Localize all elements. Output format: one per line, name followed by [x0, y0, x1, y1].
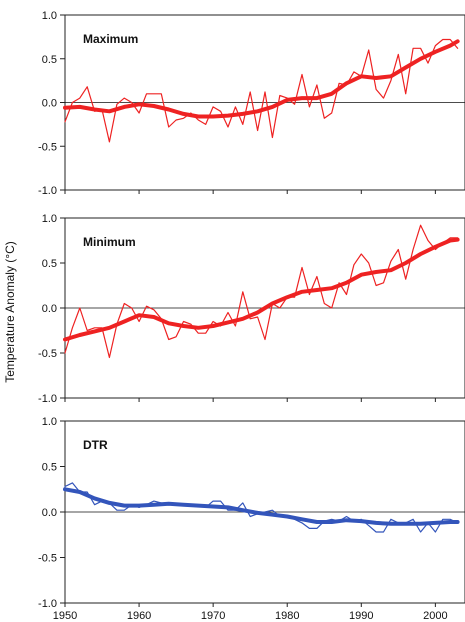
y-tick-label: -1.0 — [38, 185, 57, 197]
annual-series-line — [64, 224, 459, 359]
panel-minimum: 1.0 0.5 0.0 -0.5 -1.0 Minimum — [38, 213, 465, 405]
x-tick-label: 1980 — [275, 610, 299, 622]
y-tick-label: 0.5 — [42, 54, 57, 66]
y-tick-label: 1.0 — [42, 416, 57, 428]
y-tick-label: 1.0 — [42, 10, 57, 22]
y-tick-label: 0.0 — [42, 303, 57, 315]
y-tick-label: 0.0 — [42, 98, 57, 110]
y-tick-label: 0.5 — [42, 258, 57, 270]
annual-series-line — [64, 38, 459, 143]
x-tick-label: 1960 — [127, 610, 151, 622]
x-tick-label: 2000 — [423, 610, 447, 622]
y-tick-label: -0.5 — [38, 553, 57, 565]
x-tick-label: 1990 — [349, 610, 373, 622]
y-tick-label: -0.5 — [38, 141, 57, 153]
y-tick-label: -1.0 — [38, 598, 57, 610]
y-tick-label: 0.0 — [42, 507, 57, 519]
y-tick-label: 0.5 — [42, 462, 57, 474]
panel-title: Maximum — [83, 32, 138, 46]
smoothed-series-line — [63, 237, 460, 342]
panel-title: DTR — [83, 438, 108, 452]
smoothed-series-line — [63, 39, 460, 119]
y-axis-label: Temperature Anomaly (°C) — [3, 241, 17, 383]
panel-maximum: 1.0 0.5 0.0 -0.5 -1.0 Maximum — [38, 10, 465, 197]
y-tick-label: 1.0 — [42, 213, 57, 225]
panel-title: Minimum — [83, 235, 136, 249]
chart-panels: 1.0 0.5 0.0 -0.5 -1.0 Maximum 1.0 0.5 0.0 -0.5 -1.… — [38, 10, 465, 622]
y-tick-label: -1.0 — [38, 393, 57, 405]
y-tick-label: -0.5 — [38, 348, 57, 360]
x-tick-label: 1970 — [201, 610, 225, 622]
smoothed-series-line — [63, 487, 460, 526]
x-tick-label: 1950 — [53, 610, 77, 622]
